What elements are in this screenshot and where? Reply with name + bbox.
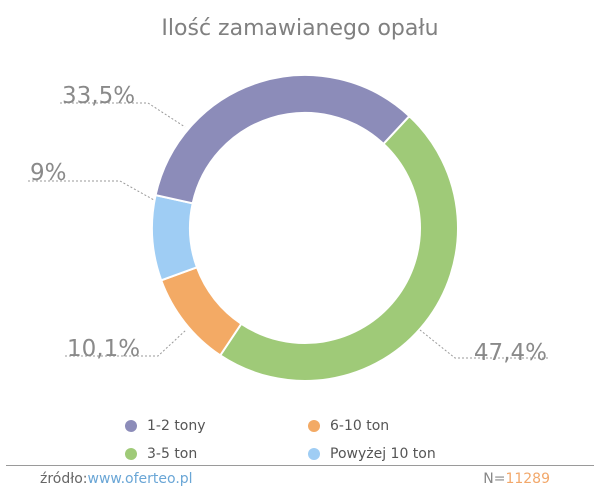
source-link[interactable]: www.oferteo.pl	[87, 471, 193, 487]
data-label-powyzej-10-ton: 9%	[30, 160, 67, 186]
legend-item-6-10-ton: 6-10 ton	[308, 418, 389, 434]
source-label: źródło:	[40, 471, 88, 487]
legend-swatch-1-2-tony	[125, 420, 137, 432]
slice-1-2-tony	[154, 74, 411, 205]
leader-line-powyzej-10-ton	[28, 180, 155, 201]
sample-size-label: N=	[483, 471, 506, 487]
slice-3-5-ton	[218, 114, 459, 382]
legend-swatch-powyzej-10-ton	[308, 448, 320, 460]
legend-swatch-6-10-ton	[308, 420, 320, 432]
chart-title: Ilość zamawianego opału	[161, 16, 439, 41]
legend-label-3-5-ton: 3-5 ton	[147, 446, 198, 462]
leader-line-3-5-ton	[419, 329, 548, 359]
leader-line-1-2-tony	[60, 102, 186, 128]
legend-swatch-3-5-ton	[125, 448, 137, 460]
slice-powyzej-10-ton	[151, 193, 199, 282]
data-label-6-10-ton: 10,1%	[67, 336, 140, 362]
data-label-3-5-ton: 47,4%	[474, 340, 547, 366]
sample-size-value: 11289	[505, 471, 550, 487]
legend-label-1-2-tony: 1-2 tony	[147, 418, 206, 434]
leader-line-6-10-ton	[65, 329, 187, 357]
legend-label-powyzej-10-ton: Powyżej 10 ton	[330, 446, 436, 462]
legend-item-3-5-ton: 3-5 ton	[125, 446, 197, 462]
legend-item-1-2-tony: 1-2 tony	[125, 418, 206, 434]
footer-divider	[6, 465, 594, 466]
legend-item-powyzej-10-ton: Powyżej 10 ton	[308, 446, 436, 462]
data-label-1-2-tony: 33,5%	[62, 83, 135, 109]
footer-source: źródło:www.oferteo.pl	[40, 471, 193, 487]
sample-size: N=11289	[483, 471, 550, 487]
legend-label-6-10-ton: 6-10 ton	[330, 418, 390, 434]
